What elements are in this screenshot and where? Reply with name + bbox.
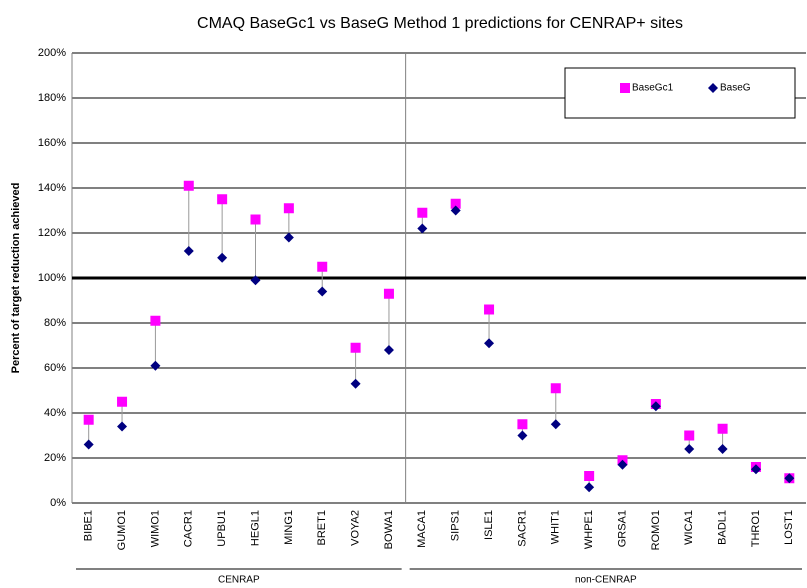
x-tick-label: MACA1 [416,510,428,548]
y-tick-label: 140% [38,182,66,194]
x-tick-label: BADL1 [716,510,728,545]
marker-square [217,194,228,205]
legend-marker [708,83,718,93]
y-tick-label: 100% [38,272,66,284]
marker-diamond [117,421,128,432]
marker-diamond [350,378,361,389]
marker-diamond [150,360,161,371]
marker-square [450,198,461,209]
marker-diamond [417,223,428,234]
marker-diamond [283,232,294,243]
marker-diamond [450,205,461,216]
y-tick-label: 0% [50,497,66,509]
marker-square [350,342,361,353]
y-tick-label: 120% [38,227,66,239]
marker-diamond [317,286,328,297]
y-tick-label: 180% [38,92,66,104]
x-tick-label: ISLE1 [483,510,495,540]
marker-diamond [383,345,394,355]
y-tick-label: 160% [38,137,66,149]
marker-square [83,414,94,425]
x-tick-label: GUMO1 [116,510,128,550]
marker-diamond [584,482,595,493]
chart-title: CMAQ BaseGc1 vs BaseG Method 1 predictio… [197,15,683,32]
marker-square [183,180,194,191]
marker-square [383,288,394,299]
x-tick-label: HEGL1 [249,510,261,546]
marker-diamond [617,459,628,470]
group-label: CENRAP [218,575,260,586]
marker-diamond [550,419,561,430]
y-tick-label: 20% [44,452,66,464]
legend-label: BaseGc1 [632,83,674,94]
x-tick-label: GRSA1 [616,510,628,547]
marker-square [550,383,561,394]
x-tick-label: WHPE1 [583,510,595,549]
x-tick-label: UPBU1 [216,510,228,547]
x-tick-label: MING1 [283,510,295,545]
marker-diamond [484,338,495,349]
marker-square [150,315,161,326]
marker-diamond [517,430,528,441]
x-tick-label: CACR1 [183,510,195,547]
legend-label: BaseG [720,83,751,94]
y-tick-label: 200% [38,47,66,59]
marker-diamond [684,444,695,454]
marker-square [684,430,695,441]
marker-diamond [717,444,728,454]
marker-diamond [650,401,661,412]
group-label: non-CENRAP [575,575,637,586]
marker-square [283,203,294,214]
y-tick-label: 40% [44,407,66,419]
marker-diamond [750,464,761,475]
marker-square [417,207,428,218]
x-tick-label: BOWA1 [383,510,395,549]
marker-square [250,214,261,225]
y-axis-label: Percent of target reduction achieved [10,183,22,374]
x-tick-label: VOYA2 [349,510,361,546]
x-tick-label: WICA1 [683,510,695,545]
x-tick-label: ROMO1 [650,510,662,550]
x-tick-label: BRET1 [316,510,328,545]
y-tick-label: 60% [44,362,66,374]
legend-marker [620,83,630,93]
marker-diamond [217,252,228,263]
marker-square [117,396,128,407]
x-tick-label: BIBE1 [83,510,95,541]
marker-square [317,261,328,272]
y-tick-label: 80% [44,317,66,329]
marker-diamond [183,246,194,256]
x-tick-label: WHIT1 [550,510,562,544]
marker-square [717,423,728,434]
x-tick-label: WIMO1 [149,510,161,547]
legend-box [564,67,796,119]
marker-square [484,304,495,315]
marker-diamond [83,439,94,450]
x-tick-label: LOST1 [783,510,795,545]
x-tick-label: SACR1 [516,510,528,547]
marker-diamond [250,275,261,286]
marker-square [584,471,595,481]
marker-diamond [784,473,795,484]
x-tick-label: SIPS1 [450,510,462,541]
marker-square [517,419,528,430]
x-tick-label: THRO1 [750,510,762,547]
